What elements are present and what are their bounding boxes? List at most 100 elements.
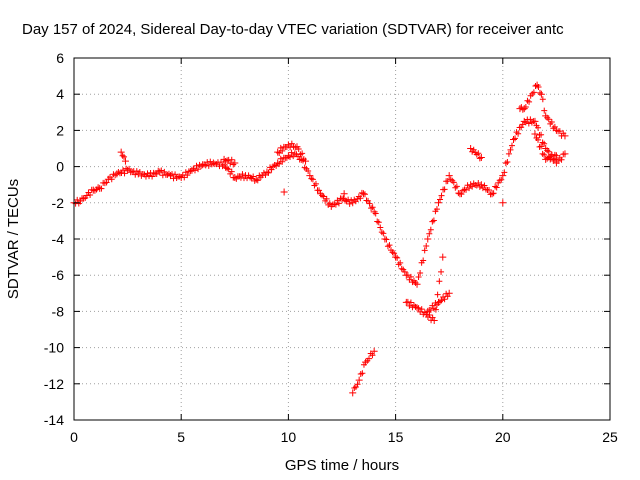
data-point: [550, 155, 557, 162]
data-point: [308, 175, 315, 182]
data-point: [354, 381, 361, 388]
data-point: [505, 150, 512, 157]
data-point: [426, 230, 433, 237]
data-point: [83, 192, 91, 200]
data-point: [295, 146, 302, 153]
y-tick-label: 2: [56, 122, 64, 138]
data-point: [89, 186, 97, 194]
data-point: [520, 105, 528, 113]
data-point: [507, 146, 514, 153]
data-point: [311, 182, 318, 189]
data-point: [406, 302, 413, 309]
data-point: [407, 299, 414, 306]
data-point: [541, 107, 548, 114]
data-point: [299, 157, 306, 164]
data-point: [124, 166, 132, 174]
data-point: [370, 208, 378, 216]
data-point: [254, 177, 261, 184]
data-point: [434, 199, 442, 207]
data-point: [375, 219, 382, 226]
data-point: [526, 98, 533, 105]
data-point: [323, 195, 330, 202]
y-tick-label: -10: [44, 340, 64, 356]
data-point: [477, 181, 485, 189]
x-tick-label: 0: [70, 429, 78, 445]
data-point: [355, 376, 363, 384]
data-point: [398, 265, 405, 272]
data-point: [539, 150, 546, 157]
data-point: [539, 139, 546, 146]
data-point: [195, 166, 202, 173]
data-point: [222, 164, 229, 171]
data-point: [450, 179, 457, 186]
data-point: [552, 152, 560, 160]
data-point: [276, 160, 283, 167]
data-point: [348, 197, 355, 204]
data-point: [279, 147, 286, 154]
x-tick-label: 25: [602, 429, 618, 445]
data-point: [418, 306, 425, 313]
data-point: [280, 188, 288, 196]
data-point: [369, 352, 376, 359]
y-tick-label: -6: [52, 267, 65, 283]
data-point: [306, 172, 314, 180]
data-point: [455, 190, 462, 197]
data-point: [421, 247, 428, 254]
data-point: [515, 130, 522, 137]
data-point: [535, 136, 542, 143]
data-point: [427, 306, 434, 313]
data-point: [338, 195, 346, 203]
data-point: [531, 130, 539, 138]
data-point: [429, 314, 436, 321]
data-point: [475, 150, 482, 157]
data-points: [70, 81, 569, 397]
data-point: [512, 135, 519, 142]
data-point: [429, 218, 436, 225]
data-point: [441, 296, 448, 303]
data-point: [434, 298, 442, 306]
data-point: [432, 306, 439, 313]
y-tick-label: 4: [56, 86, 64, 102]
data-point: [464, 182, 471, 189]
data-point: [551, 123, 558, 130]
data-point: [359, 370, 366, 377]
data-point: [205, 162, 212, 169]
x-tick-label: 5: [177, 429, 185, 445]
data-point: [510, 135, 518, 143]
data-point: [87, 192, 94, 199]
data-point: [225, 166, 232, 173]
data-point: [452, 184, 459, 191]
data-point: [74, 196, 81, 203]
data-point: [380, 230, 387, 237]
chart-title: Day 157 of 2024, Sidereal Day-to-day VTE…: [22, 21, 564, 38]
data-point: [453, 183, 460, 190]
data-point: [279, 158, 286, 165]
data-point: [349, 389, 357, 397]
data-point: [394, 254, 401, 261]
data-point: [415, 274, 422, 281]
data-point: [527, 116, 534, 123]
axis-ticks: 0 5 10 15 20 25 -14 -12 -10 -8 -6 -4 -2 0 2 4 6: [44, 50, 618, 445]
data-point: [469, 183, 476, 190]
data-point: [274, 148, 282, 156]
y-tick-label: -14: [44, 412, 64, 428]
grid-lines: [74, 58, 610, 420]
data-point: [519, 106, 526, 113]
data-point: [369, 204, 376, 211]
data-point: [276, 150, 283, 157]
x-tick-label: 15: [388, 429, 404, 445]
x-tick-label: 20: [495, 429, 511, 445]
data-point: [372, 210, 379, 217]
data-point: [439, 253, 447, 261]
data-point: [287, 154, 294, 161]
data-point: [533, 81, 541, 89]
data-point: [535, 124, 542, 131]
data-point: [438, 268, 445, 275]
data-point: [427, 226, 434, 233]
data-point: [499, 199, 507, 207]
y-tick-label: -4: [52, 231, 65, 247]
data-point: [220, 155, 228, 163]
data-point: [361, 191, 368, 198]
data-point: [181, 174, 188, 181]
data-point: [413, 280, 421, 288]
